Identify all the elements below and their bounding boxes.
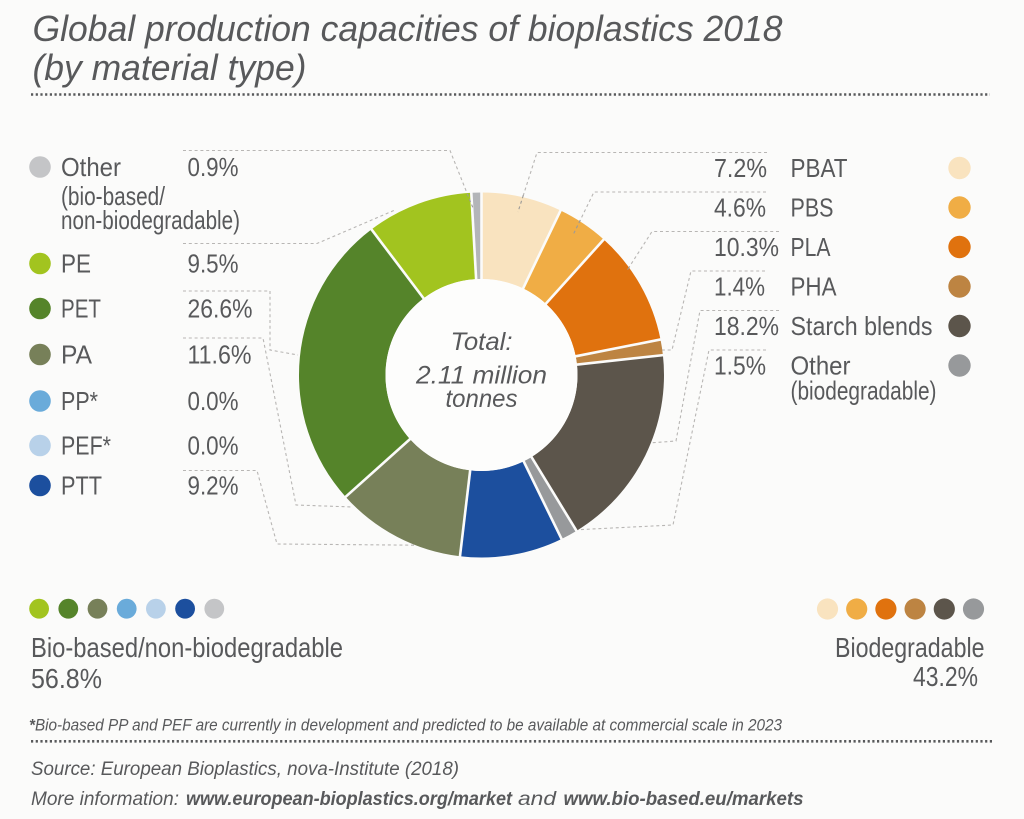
svg-text:1.4%: 1.4% [714, 272, 765, 302]
svg-text:43.2%: 43.2% [913, 661, 978, 692]
svg-text:(biodegradable): (biodegradable) [791, 376, 937, 406]
svg-text:More information:www.european-: More information: www.european-bioplastic… [31, 788, 804, 810]
svg-text:non-biodegradable): non-biodegradable) [61, 205, 240, 235]
svg-text:2.11 million: 2.11 million [415, 362, 547, 390]
svg-text:PBAT: PBAT [791, 153, 848, 183]
svg-text:9.2%: 9.2% [188, 471, 239, 501]
svg-text:PE: PE [61, 249, 91, 279]
svg-text:0.0%: 0.0% [188, 386, 239, 416]
svg-text:Other: Other [61, 152, 121, 182]
svg-text:(bio-based/: (bio-based/ [61, 181, 166, 211]
svg-text:*Bio-based PP and PEF are curr: *Bio-based PP and PEF are currently in d… [29, 717, 783, 735]
svg-text:PET: PET [61, 294, 101, 324]
svg-text:0.9%: 0.9% [188, 152, 239, 182]
svg-text:Total:: Total: [451, 328, 513, 356]
svg-text:Global production capacities o: Global production capacities of bioplast… [33, 8, 783, 49]
svg-text:Biodegradable: Biodegradable [835, 632, 985, 663]
svg-text:11.6%: 11.6% [188, 340, 252, 370]
svg-text:Starch blends: Starch blends [791, 311, 933, 341]
svg-text:PTT: PTT [61, 471, 102, 501]
svg-text:1.5%: 1.5% [714, 351, 766, 381]
svg-text:tonnes: tonnes [446, 385, 518, 413]
svg-text:PA: PA [61, 340, 93, 370]
svg-text:PLA: PLA [791, 232, 832, 262]
svg-text:0.0%: 0.0% [188, 431, 239, 461]
svg-text:PEF*: PEF* [61, 431, 111, 461]
svg-text:56.8%: 56.8% [31, 663, 102, 694]
svg-text:(by material type): (by material type) [33, 47, 307, 88]
svg-text:9.5%: 9.5% [188, 249, 239, 279]
svg-text:Source: European Bioplastics,: Source: European Bioplastics, nova-Insti… [31, 758, 459, 780]
svg-text:10.3%: 10.3% [714, 232, 779, 262]
svg-text:PP*: PP* [61, 386, 98, 416]
svg-text:7.2%: 7.2% [714, 153, 767, 183]
svg-text:Bio-based/non-biodegradable: Bio-based/non-biodegradable [31, 632, 343, 663]
svg-text:4.6%: 4.6% [714, 193, 766, 223]
svg-text:18.2%: 18.2% [714, 311, 779, 341]
svg-text:Other: Other [791, 351, 851, 381]
svg-text:PHA: PHA [791, 272, 838, 302]
svg-text:PBS: PBS [791, 193, 834, 223]
svg-text:26.6%: 26.6% [188, 294, 253, 324]
